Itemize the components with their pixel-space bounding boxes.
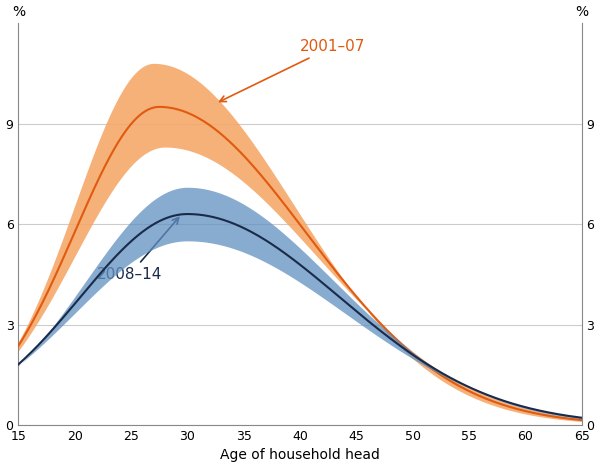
Text: 2008–14: 2008–14: [97, 218, 179, 282]
Text: %: %: [575, 5, 588, 19]
Text: 2001–07: 2001–07: [220, 39, 365, 102]
Text: %: %: [12, 5, 25, 19]
X-axis label: Age of household head: Age of household head: [220, 448, 380, 462]
